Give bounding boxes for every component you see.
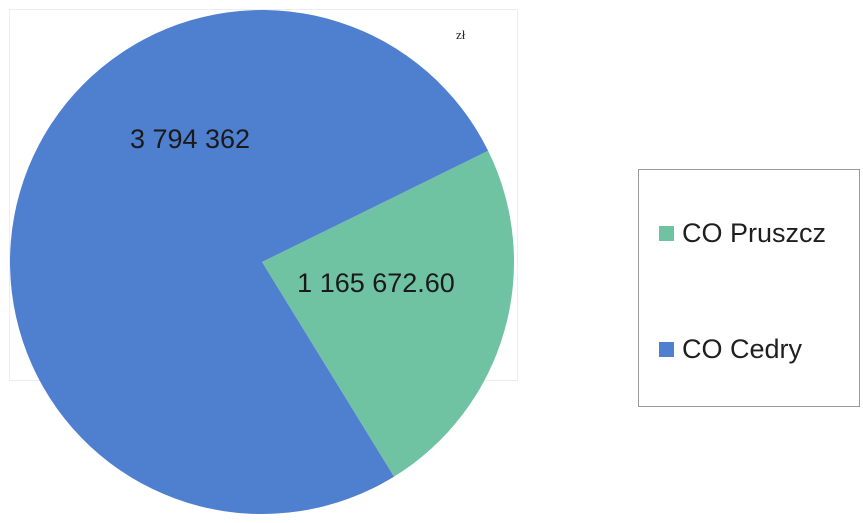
data-label-co-pruszcz: 1 165 672.60 bbox=[297, 268, 455, 298]
legend-swatch-co-pruszcz bbox=[659, 226, 674, 241]
legend: CO Pruszcz CO Cedry bbox=[638, 169, 860, 407]
legend-swatch-co-cedry bbox=[659, 342, 674, 357]
legend-item-co-cedry: CO Cedry bbox=[659, 334, 802, 365]
data-label-co-cedry: 3 794 362 bbox=[130, 124, 250, 154]
legend-label-co-pruszcz: CO Pruszcz bbox=[682, 218, 827, 248]
pie-slice-co-cedry bbox=[10, 10, 489, 515]
unit-label: zł bbox=[456, 27, 466, 42]
legend-item-co-pruszcz: CO Pruszcz bbox=[659, 218, 826, 249]
pie-slice-co-pruszcz bbox=[262, 150, 515, 477]
legend-label-co-cedry: CO Cedry bbox=[682, 334, 803, 364]
